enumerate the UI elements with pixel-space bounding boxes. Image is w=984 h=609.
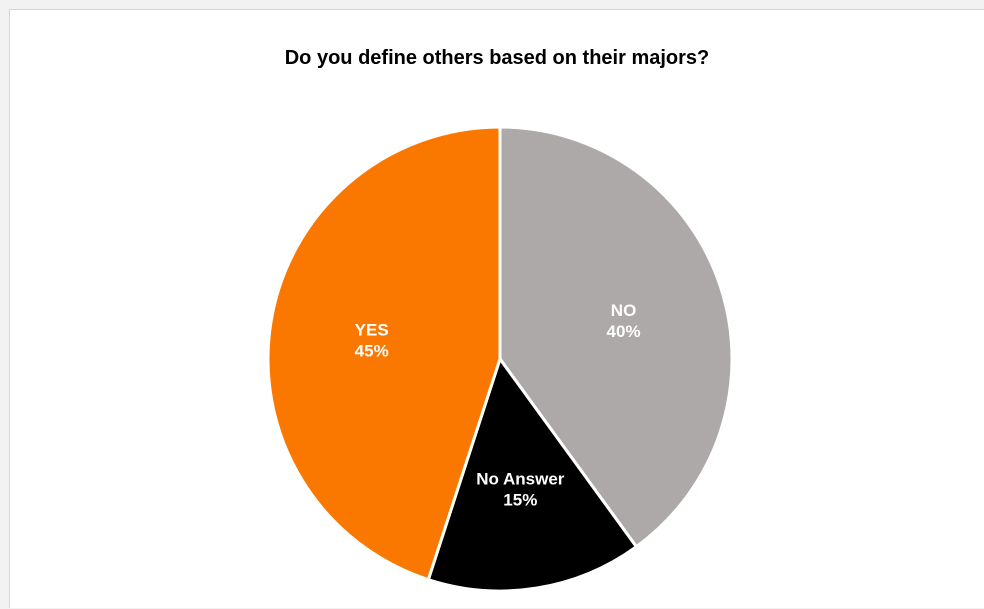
pie-slice-no-answer — [426, 357, 638, 593]
slice-label-no: NO 40% — [607, 301, 641, 341]
slice-percent-label: 40% — [607, 322, 641, 341]
pie-labels: NO 40% No Answer 15% YES 45% — [355, 301, 641, 509]
chart-frame: Do you define others based on their majo… — [9, 9, 984, 608]
pie-slice-yes — [266, 125, 502, 582]
slice-category-label: NO — [611, 301, 637, 320]
pie-slices — [266, 125, 734, 593]
pie-slice-no — [498, 125, 734, 549]
pie-chart: NO 40% No Answer 15% YES 45% — [266, 125, 734, 593]
slice-percent-label: 45% — [355, 342, 389, 361]
slice-percent-label: 15% — [503, 490, 537, 509]
slice-label-yes: YES 45% — [355, 321, 389, 361]
chart-title: Do you define others based on their majo… — [284, 47, 710, 69]
slice-label-no-answer: No Answer 15% — [476, 469, 565, 509]
slice-category-label: YES — [355, 321, 389, 340]
slice-category-label: No Answer — [476, 469, 565, 488]
